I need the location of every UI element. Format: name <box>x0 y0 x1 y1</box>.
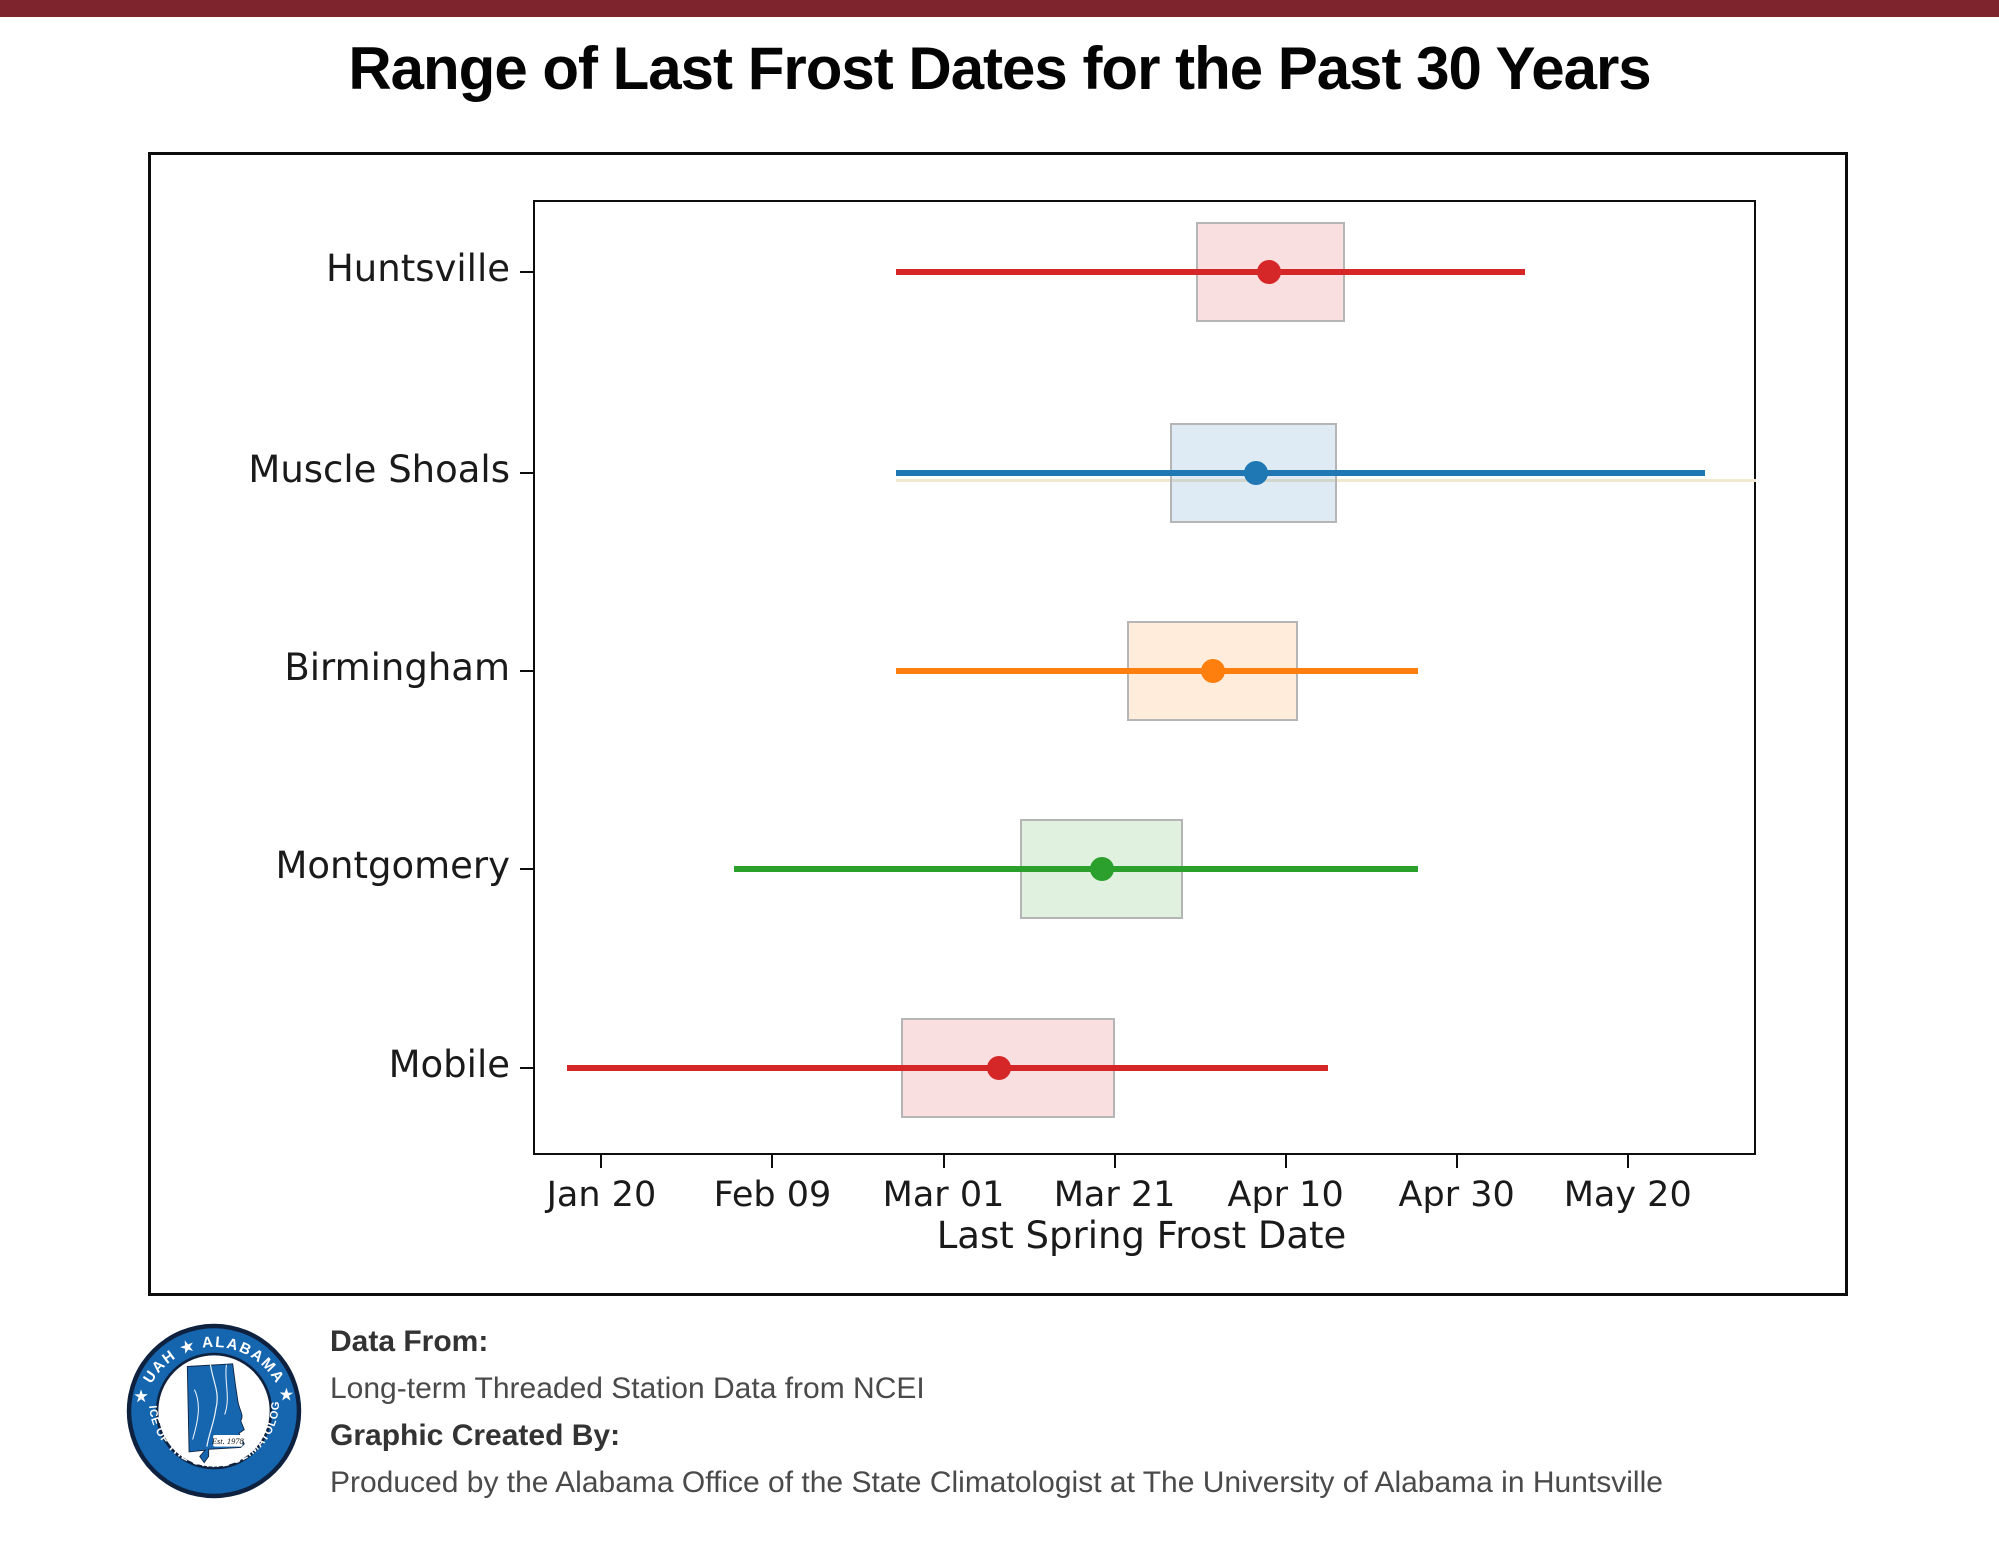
y-tick-label-birmingham: Birmingham <box>284 645 510 689</box>
figure-frame: Huntsville Muscle Shoals Birmingham Montgom… <box>148 152 1848 1296</box>
y-tick <box>520 868 533 871</box>
seal-est-text: Est. 1978 <box>211 1436 245 1446</box>
data-from-value: Long-term Threaded Station Data from NCE… <box>330 1372 925 1405</box>
x-tick-label-3: Mar 21 <box>1053 1175 1176 1215</box>
y-tick-label-mobile: Mobile <box>388 1043 510 1087</box>
seal-svg: ★ UAH ★ ALABAMA ★ OFFICE OF THE STATE CL… <box>126 1323 302 1499</box>
alabama-state-shape: Est. 1978 <box>186 1363 245 1464</box>
x-axis-title: Last Spring Frost Date <box>936 1214 1347 1257</box>
data-from-label: Data From: <box>330 1325 489 1358</box>
office-seal-logo: ★ UAH ★ ALABAMA ★ OFFICE OF THE STATE CL… <box>125 1322 303 1500</box>
x-tick <box>771 1155 774 1168</box>
x-tick <box>1113 1155 1116 1168</box>
whisker-birmingham <box>896 667 1419 674</box>
x-tick <box>1455 1155 1458 1168</box>
whisker-mobile <box>567 1065 1329 1072</box>
created-by-value: Produced by the Alabama Office of the St… <box>330 1466 1663 1499</box>
mid-dot-mobile <box>987 1056 1012 1081</box>
y-tick <box>520 1067 533 1070</box>
x-tick <box>1626 1155 1629 1168</box>
y-tick-label-muscle-shoals: Muscle Shoals <box>248 448 510 492</box>
seal-est-plate <box>213 1435 243 1447</box>
mid-dot-birmingham <box>1200 658 1225 683</box>
x-tick-label-4: Apr 10 <box>1227 1175 1344 1215</box>
y-tick <box>520 472 533 475</box>
top-accent-bar <box>0 0 1999 17</box>
mid-dot-muscle-shoals <box>1243 461 1268 486</box>
x-tick-label-2: Mar 01 <box>882 1175 1005 1215</box>
x-tick-label-1: Feb 09 <box>713 1175 832 1215</box>
y-tick-label-montgomery: Montgomery <box>275 844 510 888</box>
faint-artifact-line <box>896 479 1756 483</box>
plot-area: Huntsville Muscle Shoals Birmingham Montgom… <box>3 3 1756 1215</box>
whisker-huntsville <box>896 268 1526 275</box>
whisker-muscle-shoals <box>896 470 1705 477</box>
created-by-label: Graphic Created By: <box>330 1419 621 1452</box>
x-tick-label-0: Jan 20 <box>546 1175 657 1215</box>
mid-dot-montgomery <box>1089 857 1114 882</box>
x-tick-label-5: Apr 30 <box>1398 1175 1515 1215</box>
footer-credits: Data From: Long-term Threaded Station Da… <box>330 1318 1950 1506</box>
x-tick <box>942 1155 945 1168</box>
y-tick-label-huntsville: Huntsville <box>325 246 510 290</box>
whisker-montgomery <box>733 866 1419 873</box>
x-tick <box>600 1155 603 1168</box>
x-tick <box>1284 1155 1287 1168</box>
y-tick <box>520 270 533 273</box>
axes-border <box>533 200 1756 1155</box>
y-tick <box>520 669 533 672</box>
mid-dot-huntsville <box>1256 259 1281 284</box>
x-tick-label-6: May 20 <box>1563 1175 1692 1215</box>
page-title: Range of Last Frost Dates for the Past 3… <box>348 35 1651 102</box>
